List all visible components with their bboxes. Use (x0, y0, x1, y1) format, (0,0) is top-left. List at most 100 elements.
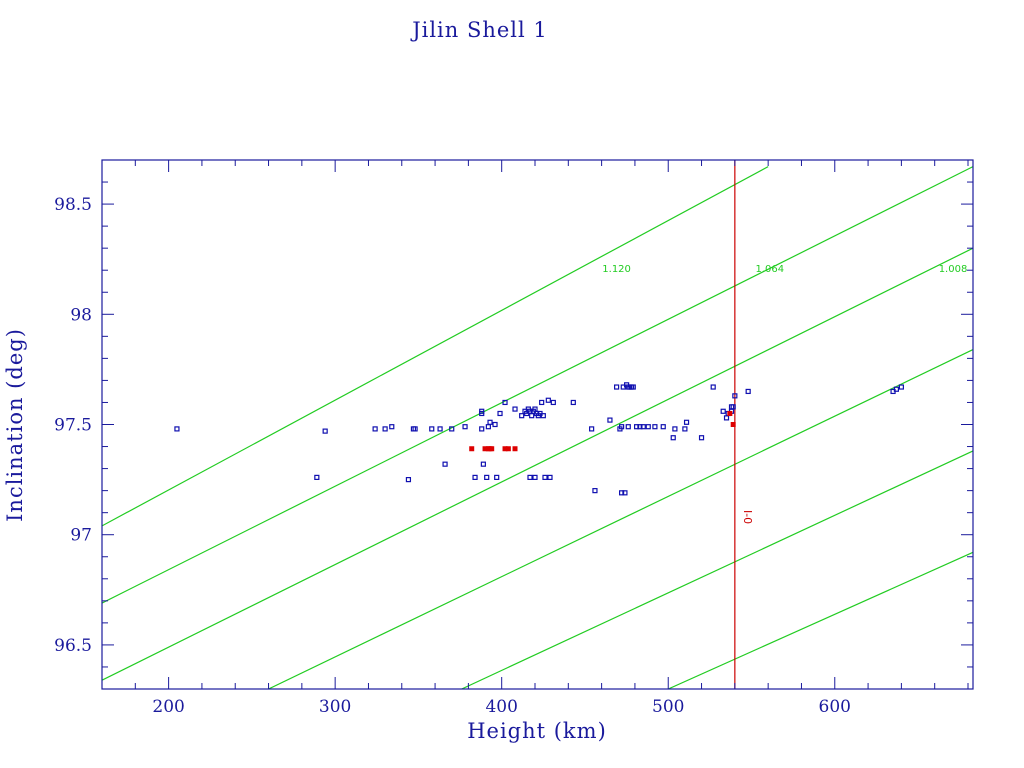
data-point (622, 490, 628, 496)
data-point (437, 426, 443, 432)
data-point (540, 413, 546, 419)
data-point (660, 424, 666, 430)
data-point (442, 461, 448, 467)
data-point (429, 426, 435, 432)
data-point (494, 474, 500, 480)
data-point (532, 474, 538, 480)
reference-line-6 (667, 551, 973, 689)
data-point (472, 474, 478, 480)
data-point (527, 474, 533, 480)
x-tick-label: 200 (152, 697, 184, 717)
data-point (637, 424, 643, 430)
data-point (382, 426, 388, 432)
data-point (480, 461, 486, 467)
y-tick-label: 97 (70, 526, 92, 546)
y-tick-labels: 96.5 97 97.5 98 98.5 (54, 195, 92, 656)
highlight-point (489, 446, 495, 452)
data-point (893, 386, 899, 392)
data-point (652, 424, 658, 430)
plot-area: 1.120 1.064 1.008 I-0 (101, 159, 974, 690)
reference-line-label: 1.008 (939, 264, 968, 275)
x-tick-label: 300 (319, 697, 351, 717)
data-point (614, 384, 620, 390)
data-point (633, 424, 640, 430)
data-point (732, 393, 738, 399)
highlight-point (730, 422, 736, 427)
data-point (412, 426, 418, 432)
data-point (640, 424, 646, 430)
data-point (625, 424, 631, 430)
data-point (547, 474, 553, 480)
reference-line-1 (102, 166, 769, 527)
highlight-point (727, 410, 733, 416)
data-point (479, 408, 485, 414)
data-point (512, 406, 518, 412)
data-point (630, 384, 636, 390)
data-point (745, 388, 751, 395)
data-point (589, 426, 595, 432)
reference-line-5 (461, 450, 973, 689)
data-point (619, 490, 625, 496)
data-point (485, 424, 491, 430)
highlight-point (505, 446, 511, 452)
data-point (645, 424, 651, 430)
x-tick-label: 600 (819, 697, 851, 717)
plot-contents: 1.120 1.064 1.008 I-0 (102, 160, 973, 689)
data-point (550, 399, 556, 406)
data-point (545, 397, 551, 403)
data-point (405, 477, 412, 483)
data-point (710, 384, 716, 390)
data-point (314, 474, 320, 480)
reference-line-label: 1.064 (756, 264, 785, 275)
data-point (174, 426, 180, 432)
data-point (322, 428, 328, 434)
axis-ticks (101, 159, 973, 690)
data-point (492, 421, 498, 428)
x-tick-label: 500 (652, 697, 684, 717)
data-point (607, 417, 613, 423)
data-point (619, 424, 625, 430)
data-point (487, 419, 493, 425)
data-point (723, 415, 730, 421)
data-point (449, 426, 455, 432)
y-tick-label: 97.5 (54, 416, 92, 436)
data-point (539, 399, 545, 406)
y-tick-label: 98.5 (54, 195, 92, 215)
data-point (683, 419, 690, 425)
data-point (698, 435, 705, 441)
y-tick-label: 96.5 (54, 636, 92, 656)
series-2 (469, 410, 736, 452)
data-point (479, 426, 485, 432)
data-point (497, 410, 503, 417)
data-point (542, 474, 548, 480)
y-tick-label: 98 (70, 305, 92, 325)
data-point (462, 424, 468, 430)
y-axis-label: Inclination (deg) (3, 328, 27, 522)
data-point (389, 424, 395, 430)
data-point (592, 488, 598, 494)
data-point (519, 413, 525, 419)
x-tick-labels: 200 300 400 500 600 (152, 697, 851, 717)
data-point (502, 399, 508, 406)
vertical-line-label: I-0 (741, 510, 754, 524)
reference-line-label: 1.120 (602, 264, 631, 275)
x-tick-label: 400 (485, 697, 517, 717)
data-point (484, 474, 490, 480)
reference-line-3 (102, 247, 973, 681)
plot-frame (101, 159, 974, 690)
data-point (372, 426, 378, 432)
data-point (898, 384, 904, 390)
data-point (720, 408, 726, 414)
highlight-point (469, 446, 475, 452)
data-point (730, 404, 736, 410)
x-axis-label: Height (km) (467, 719, 607, 743)
highlight-point (512, 446, 518, 452)
reference-line-4 (268, 349, 973, 689)
series-1 (174, 382, 904, 496)
data-point (570, 399, 576, 406)
data-point (672, 426, 678, 432)
data-point (682, 426, 688, 432)
data-point (529, 413, 535, 419)
chart-title: Jilin Shell 1 (410, 18, 548, 42)
